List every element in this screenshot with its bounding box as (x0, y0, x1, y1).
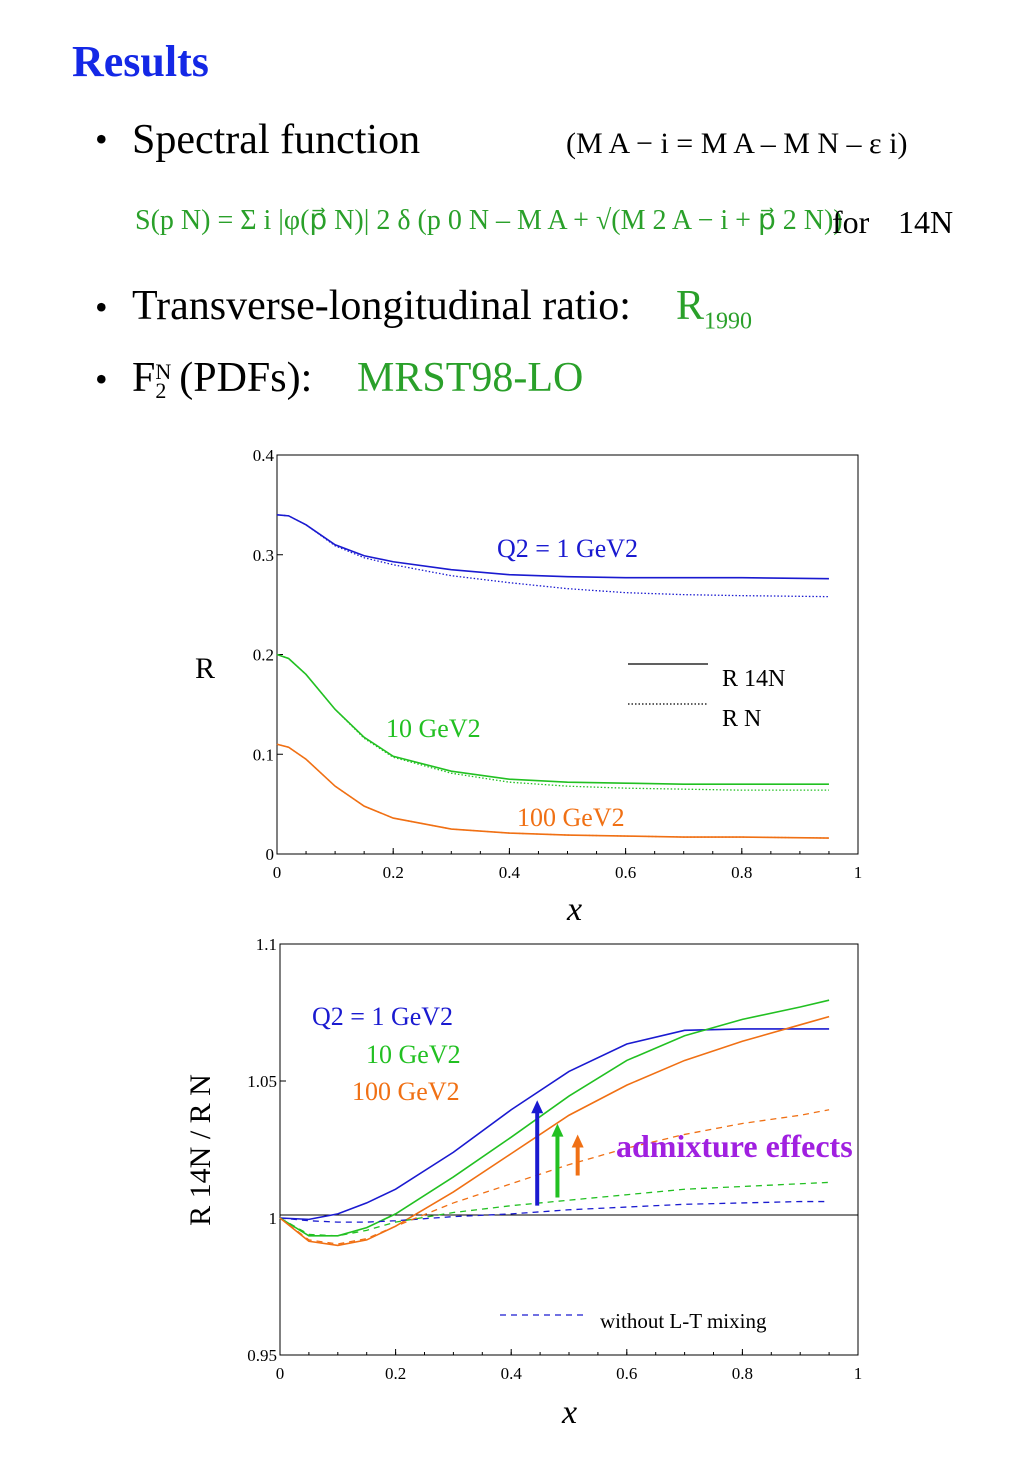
y-tick-label: 0.1 (253, 745, 274, 764)
series-line (279, 1181, 830, 1237)
series-line (279, 999, 830, 1237)
page-title: Results (72, 37, 209, 86)
bullet-ratio-text: Transverse-longitudinal ratio: (132, 283, 631, 329)
annotation-q2-10: 10 GeV2 (366, 1040, 461, 1069)
x-tick-label: 1 (854, 1364, 863, 1383)
bullet-dot-icon: • (95, 359, 108, 399)
y-axis-label: R (195, 652, 215, 685)
x-tick-label: 0 (276, 1364, 285, 1383)
legend-label-rn: R N (722, 706, 761, 732)
formula-for: for (832, 204, 870, 240)
series-line (276, 514, 829, 598)
bullet-pdf: • (95, 358, 108, 400)
admixture-arrow-head (531, 1100, 544, 1114)
x-tick-label: 0.2 (385, 1364, 406, 1383)
annotation-q2-100: 100 GeV2 (517, 803, 625, 832)
x-tick-label: 0.6 (615, 863, 636, 882)
series-line (279, 1200, 830, 1223)
chart-R-vs-x: 0 0.2 0.4 0.6 0.8 1 0 0.1 0.2 0.3 0.4 R x Q2 = 1 G… (195, 446, 863, 928)
f2-symbol: F (132, 355, 156, 401)
annotation-q2-100: 100 GeV2 (352, 1077, 460, 1106)
chart-ratio-vs-x: 0 0.2 0.4 0.6 0.8 1 0.95 1 1.05 1.1 R 14N / R N x… (184, 935, 863, 1430)
series-line (279, 1015, 830, 1247)
admixture-label: admixture effects (616, 1128, 853, 1164)
mass-relation: (M A − i = M A – M N – ε i) (566, 127, 908, 160)
ratio-value: R1990 (676, 285, 752, 333)
ratio-symbol: R (676, 283, 705, 329)
legend-label-r14n: R 14N (722, 666, 785, 692)
x-tick-label: 0.4 (499, 863, 521, 882)
y-axis-label: R 14N / R N (184, 1074, 217, 1226)
bullet-dot-icon: • (95, 287, 108, 327)
bullet-ratio: • (95, 286, 108, 328)
admixture-arrow-head (551, 1123, 564, 1137)
x-tick-label: 0.4 (501, 1364, 523, 1383)
spectral-formula: S(p N) = Σ i |φ(p⃗ N)| 2 δ (p 0 N – M A … (135, 205, 843, 236)
x-tick-label: 0.8 (732, 1364, 753, 1383)
x-tick-label: 0 (273, 863, 282, 882)
x-tick-label: 0.2 (383, 863, 404, 882)
series-line (276, 653, 829, 791)
admixture-arrow-head (571, 1134, 584, 1148)
y-tick-label: 0.3 (253, 546, 274, 565)
f2-sup: N (155, 358, 172, 384)
annotation-q2-1: Q2 = 1 GeV2 (312, 1002, 453, 1031)
x-tick-label: 0.6 (616, 1364, 637, 1383)
y-tick-label: 0 (266, 845, 275, 864)
pdf-label: (PDFs): (179, 355, 313, 401)
annotation-q2-1: Q2 = 1 GeV2 (497, 534, 638, 563)
y-tick-label: 1.05 (247, 1072, 277, 1091)
x-axis-label: x (566, 891, 582, 928)
series-line (276, 514, 829, 580)
y-tick-label: 0.4 (253, 446, 275, 465)
x-tick-label: 0.8 (731, 863, 752, 882)
y-tick-label: 0.2 (253, 646, 274, 665)
f2-sub: 2 (155, 378, 167, 404)
ratio-sub: 1990 (704, 308, 753, 335)
legend-label-no-mixing: without L-T mixing (600, 1309, 767, 1333)
annotation-q2-10: 10 GeV2 (386, 714, 481, 743)
y-tick-label: 1 (269, 1209, 278, 1228)
y-tick-label: 0.95 (247, 1346, 277, 1365)
pdf-value: MRST98-LO (357, 355, 584, 401)
bullet-pdf-text: F N 2 (PDFs): (132, 355, 313, 404)
formula-nucleus: 14N (898, 204, 954, 240)
series-line (279, 1028, 830, 1221)
series-line (279, 1109, 830, 1245)
bullet-dot-icon: • (95, 119, 108, 159)
plot-frame (276, 454, 859, 855)
x-tick-label: 1 (854, 863, 863, 882)
bullet-spectral-text: Spectral function (132, 117, 421, 163)
bullet-spectral: • (95, 118, 108, 160)
x-axis-label: x (561, 1394, 577, 1430)
series-line (276, 743, 829, 839)
y-tick-label: 1.1 (256, 935, 277, 954)
